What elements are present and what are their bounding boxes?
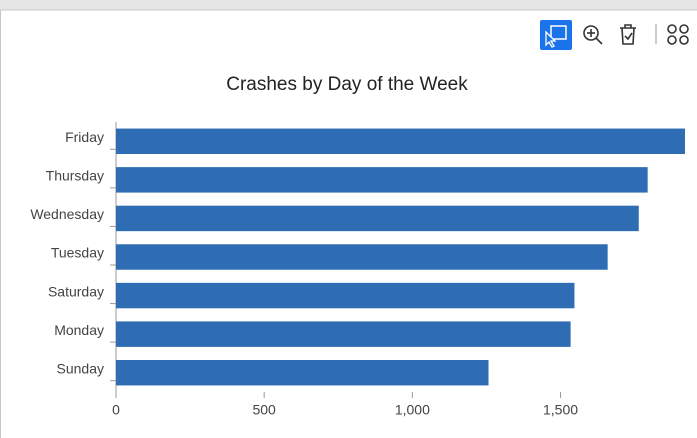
y-tick-label: Thursday	[46, 168, 104, 184]
bar	[116, 244, 608, 270]
x-tick-label: 1,500	[543, 402, 578, 418]
trash-icon	[620, 24, 636, 45]
chart-title: Crashes by Day of the Week	[226, 74, 468, 95]
y-tick-label: Tuesday	[51, 245, 104, 261]
bar	[116, 167, 648, 193]
toolbar	[540, 20, 689, 50]
dot	[679, 35, 689, 45]
bar	[116, 359, 489, 386]
select-bg	[540, 20, 572, 50]
select-icon	[550, 25, 567, 40]
dot	[667, 24, 677, 34]
dot	[667, 35, 677, 45]
y-tick-label: Sunday	[57, 360, 104, 376]
zoom-button[interactable]	[583, 25, 603, 45]
dot	[679, 24, 689, 34]
y-tick-label: Monday	[54, 322, 104, 338]
view-button[interactable]	[667, 24, 689, 45]
top-bar	[0, 0, 697, 10]
bar	[116, 282, 575, 309]
y-tick-label: Wednesday	[30, 206, 104, 222]
clear-button[interactable]	[620, 24, 636, 45]
x-tick-label: 500	[252, 402, 276, 418]
zoom-lens	[583, 25, 599, 41]
cursor-icon	[545, 30, 557, 48]
select-button[interactable]	[540, 20, 572, 50]
zoom-handle	[595, 37, 603, 45]
bar	[116, 205, 639, 232]
x-tick-label: 0	[112, 402, 120, 418]
x-tick-label: 1,000	[395, 402, 430, 418]
y-tick-label: Saturday	[48, 283, 104, 299]
check-icon	[624, 32, 633, 41]
bar	[116, 128, 685, 155]
bar	[116, 321, 571, 347]
y-tick-label: Friday	[65, 129, 104, 145]
